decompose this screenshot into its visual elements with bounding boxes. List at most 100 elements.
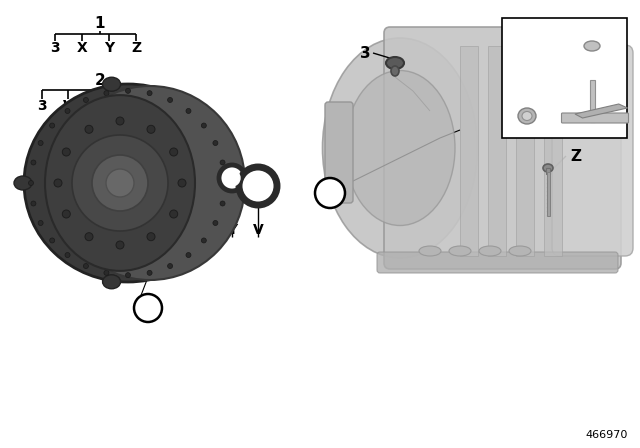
Circle shape <box>85 125 93 134</box>
Bar <box>546 168 550 174</box>
Circle shape <box>85 233 93 241</box>
Circle shape <box>186 253 191 258</box>
Text: W: W <box>323 186 337 199</box>
Circle shape <box>170 148 178 156</box>
Ellipse shape <box>102 275 120 289</box>
Ellipse shape <box>419 246 441 256</box>
Ellipse shape <box>345 70 455 225</box>
Circle shape <box>116 241 124 249</box>
Circle shape <box>178 179 186 187</box>
Ellipse shape <box>391 66 399 76</box>
Ellipse shape <box>518 108 536 124</box>
Circle shape <box>220 160 225 165</box>
Ellipse shape <box>509 246 531 256</box>
Text: V: V <box>63 99 74 113</box>
Text: Y: Y <box>227 223 237 237</box>
Bar <box>460 46 478 256</box>
Ellipse shape <box>449 246 471 256</box>
Ellipse shape <box>45 95 195 271</box>
Ellipse shape <box>55 86 245 280</box>
FancyBboxPatch shape <box>552 45 633 256</box>
Text: 2: 2 <box>95 73 106 87</box>
Circle shape <box>104 270 109 276</box>
Circle shape <box>147 125 155 134</box>
Circle shape <box>62 148 70 156</box>
Circle shape <box>83 98 88 103</box>
Circle shape <box>50 238 54 243</box>
Circle shape <box>213 220 218 225</box>
Circle shape <box>106 169 134 197</box>
Circle shape <box>72 135 168 231</box>
Circle shape <box>116 117 124 125</box>
Text: 3: 3 <box>50 41 60 55</box>
Text: 4: 4 <box>509 100 519 114</box>
Circle shape <box>186 108 191 113</box>
Circle shape <box>213 141 218 146</box>
Circle shape <box>147 270 152 276</box>
Circle shape <box>29 181 33 185</box>
Circle shape <box>147 233 155 241</box>
Circle shape <box>92 155 148 211</box>
Circle shape <box>220 201 225 206</box>
Bar <box>544 46 562 256</box>
Circle shape <box>168 263 173 268</box>
Text: Z: Z <box>131 41 141 55</box>
Circle shape <box>65 108 70 113</box>
Text: Y: Y <box>104 41 114 55</box>
Circle shape <box>31 201 36 206</box>
FancyBboxPatch shape <box>325 102 353 203</box>
Text: W: W <box>582 23 597 37</box>
Bar <box>589 80 595 122</box>
Bar <box>488 46 506 256</box>
Ellipse shape <box>543 164 553 172</box>
Circle shape <box>65 253 70 258</box>
Text: 4: 4 <box>143 301 153 315</box>
Ellipse shape <box>386 57 404 69</box>
Circle shape <box>104 90 109 96</box>
Ellipse shape <box>323 38 477 258</box>
FancyBboxPatch shape <box>561 113 628 123</box>
Text: Z: Z <box>570 148 582 164</box>
Bar <box>502 18 627 138</box>
Text: 3: 3 <box>37 99 47 113</box>
FancyBboxPatch shape <box>377 252 618 273</box>
Ellipse shape <box>522 112 532 121</box>
Bar <box>516 46 534 256</box>
Text: Z: Z <box>141 99 151 113</box>
Circle shape <box>54 179 62 187</box>
FancyBboxPatch shape <box>524 24 592 62</box>
Circle shape <box>315 178 345 208</box>
Text: X: X <box>109 223 120 237</box>
Ellipse shape <box>14 176 32 190</box>
Circle shape <box>125 88 131 93</box>
Bar <box>547 172 550 216</box>
Ellipse shape <box>102 77 120 91</box>
Circle shape <box>147 90 152 96</box>
Circle shape <box>134 294 162 322</box>
Circle shape <box>31 160 36 165</box>
Circle shape <box>50 123 54 128</box>
Circle shape <box>247 175 269 197</box>
Circle shape <box>202 238 206 243</box>
Circle shape <box>38 141 43 146</box>
Ellipse shape <box>584 41 600 51</box>
Circle shape <box>83 263 88 268</box>
Circle shape <box>239 167 277 205</box>
Text: W: W <box>86 99 102 113</box>
Ellipse shape <box>479 246 501 256</box>
FancyBboxPatch shape <box>384 27 621 269</box>
Circle shape <box>202 123 206 128</box>
Text: 1: 1 <box>95 16 105 30</box>
Text: Y: Y <box>115 99 125 113</box>
Text: 466970: 466970 <box>586 430 628 440</box>
Circle shape <box>170 210 178 218</box>
Circle shape <box>219 165 245 191</box>
Circle shape <box>62 210 70 218</box>
Circle shape <box>38 220 43 225</box>
Circle shape <box>224 170 240 186</box>
Text: V: V <box>253 223 264 237</box>
Circle shape <box>168 98 173 103</box>
Circle shape <box>125 273 131 278</box>
Ellipse shape <box>24 84 232 282</box>
Circle shape <box>223 181 227 185</box>
